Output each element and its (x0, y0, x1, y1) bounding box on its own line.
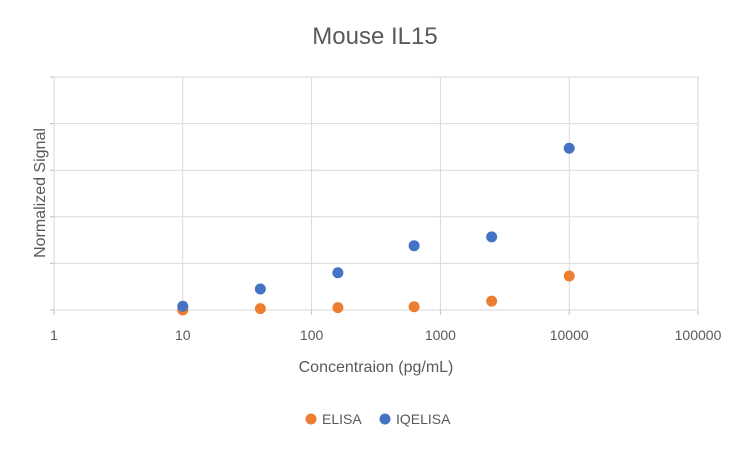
x-tick-label: 1000 (425, 327, 456, 343)
x-axis-ticks: 1 10 100 1000 10000 100000 (50, 310, 722, 343)
x-tick-label: 1 (50, 327, 58, 343)
x-tick-label: 10 (175, 327, 191, 343)
plot-area (53, 76, 699, 311)
legend-label-elisa: ELISA (322, 411, 362, 427)
point-iqelisa-3 (408, 240, 420, 252)
x-tick-label: 100000 (675, 327, 722, 343)
point-iqelisa-2 (332, 267, 344, 279)
chart-title: Mouse IL15 (312, 23, 437, 50)
point-iqelisa-1 (254, 283, 266, 295)
point-elisa-2 (332, 302, 344, 314)
legend: ELISA IQELISA (305, 411, 451, 427)
point-elisa-4 (486, 295, 498, 307)
x-tick-label: 100 (300, 327, 324, 343)
point-iqelisa-5 (563, 142, 575, 154)
point-elisa-5 (563, 270, 575, 282)
y-axis-label: Normalized Signal (32, 128, 49, 258)
legend-marker-iqelisa (379, 413, 391, 425)
point-iqelisa-4 (486, 231, 498, 243)
x-axis-label: Concentraion (pg/mL) (299, 359, 454, 376)
legend-label-iqelisa: IQELISA (396, 411, 451, 427)
gridlines (50, 76, 699, 311)
point-elisa-1 (254, 303, 266, 315)
x-tick-label: 10000 (550, 327, 589, 343)
data-points (177, 142, 575, 316)
legend-marker-elisa (305, 413, 317, 425)
point-elisa-3 (408, 301, 420, 313)
point-iqelisa-0 (177, 300, 189, 312)
